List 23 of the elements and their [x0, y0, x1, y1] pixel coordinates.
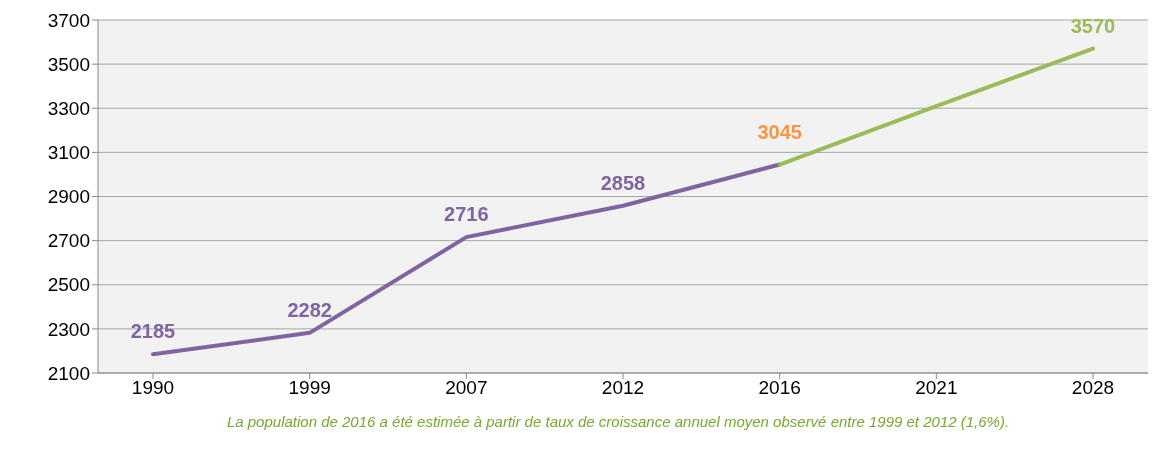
- y-tick-label: 2500: [47, 274, 90, 296]
- y-tick-label: 2700: [47, 230, 90, 252]
- x-tick-label: 2012: [601, 377, 645, 399]
- x-tick-label: 1999: [288, 377, 331, 399]
- data-label: 2716: [444, 203, 489, 226]
- x-tick-label: 2016: [758, 377, 801, 399]
- annotation: 3045: [757, 120, 802, 143]
- text: La population de 2016 a été estimée à partir de taux de croissance annuel moyen observé entre 1999 et 2012 (1,6%).: [225, 413, 1011, 430]
- x-tick-label: 1990: [131, 377, 175, 399]
- y-tick-label: 3500: [47, 53, 90, 75]
- x-tick-label: 2021: [915, 377, 958, 399]
- data-label: 2858: [600, 171, 646, 194]
- x-tick-label: 2028: [1071, 377, 1115, 399]
- y-tick-label: 2900: [47, 186, 90, 208]
- x-tick-label: 2007: [445, 377, 488, 399]
- y-tick-label: 3700: [47, 9, 90, 31]
- data-label: 2185: [130, 320, 176, 343]
- data-label: 2282: [287, 298, 332, 321]
- y-tick-label: 3300: [47, 98, 90, 119]
- y-tick-label: 2100: [47, 362, 90, 384]
- y-tick-label: 2300: [47, 318, 90, 340]
- y-tick-label: 3100: [47, 142, 90, 164]
- data-label: 3570: [1070, 14, 1116, 37]
